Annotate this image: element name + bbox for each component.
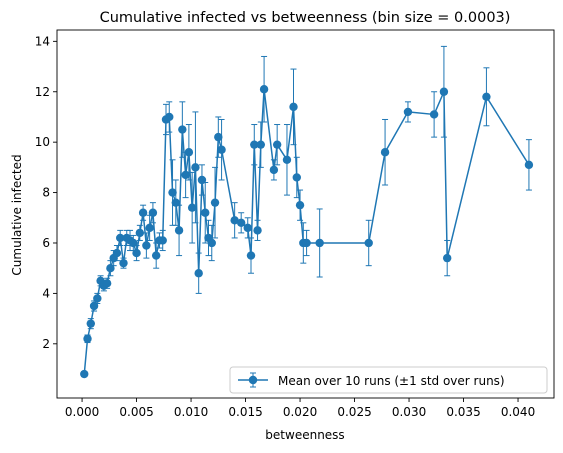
- data-point: [138, 208, 148, 217]
- data-point: [364, 238, 373, 248]
- x-tick-label: 0.020: [283, 405, 317, 419]
- data-point: [174, 226, 184, 235]
- y-tick-label: 2: [42, 337, 50, 351]
- data-point: [272, 140, 282, 149]
- data-point: [289, 102, 298, 112]
- data-point: [230, 216, 239, 225]
- legend-marker: [248, 375, 258, 385]
- data-point: [442, 253, 452, 263]
- data-point: [181, 170, 190, 180]
- y-tick-label: 14: [35, 34, 50, 48]
- data-point: [217, 145, 226, 154]
- data-point: [106, 263, 115, 273]
- y-axis-title: Cumulative infected: [10, 154, 24, 275]
- data-point: [256, 140, 266, 149]
- data-point: [142, 241, 151, 250]
- data-point: [201, 208, 210, 217]
- data-point: [207, 238, 216, 248]
- data-point: [250, 140, 259, 149]
- data-point: [178, 125, 187, 134]
- data-point: [236, 218, 246, 228]
- data-point: [194, 269, 203, 278]
- x-tick-label: 0.015: [228, 405, 262, 419]
- data-point: [119, 258, 128, 268]
- y-tick-label: 6: [42, 236, 50, 250]
- x-tick-label: 0.010: [174, 405, 208, 419]
- data-point: [403, 107, 413, 117]
- y-tick-label: 4: [42, 286, 50, 300]
- data-point: [295, 200, 305, 210]
- chart-title: Cumulative infected vs betweenness (bin …: [100, 10, 511, 26]
- data-point: [429, 110, 439, 119]
- data-point: [292, 173, 301, 182]
- legend: Mean over 10 runs (±1 std over runs): [229, 366, 548, 394]
- data-point: [132, 248, 141, 258]
- data-point: [246, 251, 256, 260]
- data-point: [253, 226, 262, 235]
- data-point: [315, 238, 324, 248]
- series-line: [83, 88, 530, 375]
- data-point: [259, 85, 269, 94]
- y-tick-label: 10: [35, 135, 50, 149]
- axes-frame: [56, 29, 555, 399]
- x-tick-label: 0.040: [501, 405, 535, 419]
- data-point: [197, 175, 207, 185]
- data-point: [83, 334, 92, 343]
- legend-frame: [229, 366, 548, 394]
- data-point: [93, 294, 102, 303]
- data-point: [302, 238, 311, 248]
- data-point: [116, 233, 125, 243]
- data-point: [380, 148, 390, 157]
- x-axis-title: betweenness: [265, 428, 344, 442]
- data-point: [148, 208, 158, 217]
- data-point: [282, 155, 292, 165]
- x-tick-label: 0.000: [65, 405, 99, 419]
- data-point: [102, 279, 112, 288]
- data-point: [210, 198, 220, 207]
- data-point: [158, 236, 167, 245]
- data-point: [168, 188, 177, 197]
- axes: 0.000 0.005 0.010 0.015 0.020 0.025 0.030 0.035…: [35, 29, 555, 419]
- data-point: [184, 148, 194, 157]
- data-point: [187, 203, 197, 212]
- data-point: [89, 301, 99, 311]
- data-point: [145, 223, 154, 233]
- data-point: [112, 248, 122, 258]
- data-point: [191, 163, 200, 172]
- data-point: [171, 198, 181, 207]
- data-point: [439, 87, 449, 96]
- data-point: [524, 160, 534, 170]
- plot-area: [80, 45, 534, 379]
- data-point: [214, 132, 223, 142]
- data-point: [151, 251, 161, 260]
- data-point: [135, 228, 145, 238]
- data-point: [80, 369, 89, 379]
- x-tick-label: 0.035: [446, 405, 480, 419]
- x-tick-label: 0.030: [392, 405, 426, 419]
- x-tick-label: 0.025: [337, 405, 371, 419]
- data-point: [243, 223, 252, 233]
- data-point: [269, 165, 279, 175]
- legend-label: Mean over 10 runs (±1 std over runs): [278, 374, 505, 388]
- x-tick-label: 0.005: [119, 405, 153, 419]
- data-point: [129, 238, 138, 248]
- data-point: [482, 92, 491, 101]
- data-point: [165, 112, 174, 122]
- y-tick-label: 8: [42, 186, 50, 200]
- y-tick-label: 12: [35, 85, 50, 99]
- data-point: [86, 319, 95, 328]
